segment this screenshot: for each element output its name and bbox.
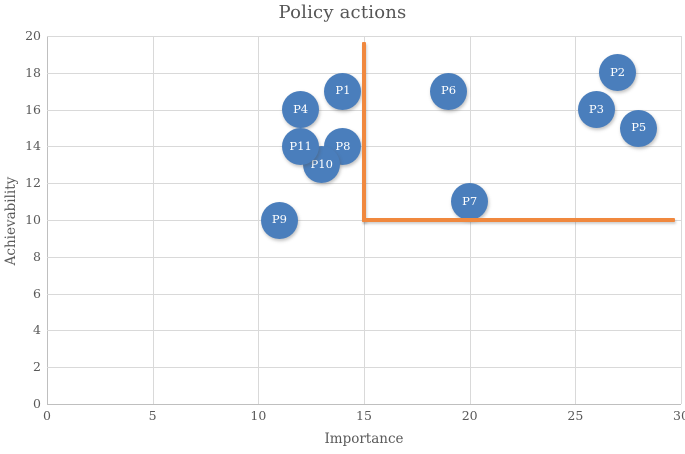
bubble-label-P3: P3 (588, 101, 604, 116)
x-tick-label-25: 25 (567, 408, 584, 423)
y-tick-label-10: 10 (25, 212, 41, 227)
y-tick-label-8: 8 (33, 248, 41, 264)
bubble-P2: P2 (599, 54, 637, 92)
bubble-P5: P5 (620, 109, 658, 147)
x-tick-label-0: 0 (43, 408, 51, 423)
bubble-P11: P11 (282, 127, 320, 165)
bubble-label-P4: P4 (293, 101, 309, 116)
x-tick-label-5: 5 (148, 408, 157, 423)
plot-area: P1 P2 P3 P4 P5 P6 P7 P8 P9 P10 P11 (47, 36, 682, 405)
chart-title: Policy actions (278, 2, 407, 23)
bubble-label-P2: P2 (610, 65, 626, 80)
y-tick-label-18: 18 (25, 64, 41, 80)
y-tick-label-12: 12 (25, 175, 41, 191)
y-tick-label-2: 2 (33, 359, 41, 375)
x-axis-line (47, 404, 681, 405)
bubble-P10: P10 (303, 146, 341, 184)
v-gridline-30 (681, 36, 682, 404)
y-tick-label-4: 4 (33, 322, 41, 338)
x-axis-title: Importance (324, 431, 404, 447)
bubble-label-P7: P7 (462, 193, 478, 208)
bubble-label-P11: P11 (289, 138, 312, 153)
bubble-label-P5: P5 (631, 120, 647, 135)
bubble-label-P6: P6 (441, 83, 457, 98)
bubble-label-P1: P1 (335, 83, 351, 98)
y-tick-label-6: 6 (33, 285, 41, 301)
bubble-P4: P4 (282, 91, 320, 129)
bubble-P1: P1 (324, 72, 362, 110)
bubble-P3: P3 (577, 91, 615, 129)
bubble-label-P10: P10 (310, 157, 333, 172)
bubble-label-P8: P8 (335, 138, 351, 153)
bubble-P9: P9 (260, 201, 298, 239)
bubble-P6: P6 (430, 72, 468, 110)
y-tick-label-16: 16 (25, 101, 41, 117)
bubble-label-P9: P9 (271, 212, 287, 227)
y-tick-label-0: 0 (33, 396, 41, 411)
x-tick-label-30: 30 (673, 408, 685, 423)
bubble-P7: P7 (451, 183, 489, 221)
y-tick-label-14: 14 (25, 138, 41, 154)
quadrant-horizontal-line (362, 218, 675, 222)
v-gridline-5 (152, 36, 154, 404)
quadrant-vertical-line (362, 41, 366, 222)
y-tick-label-20: 20 (25, 28, 41, 43)
x-tick-label-10: 10 (250, 408, 267, 423)
v-gridline-10 (258, 36, 260, 404)
x-tick-label-15: 15 (356, 408, 372, 423)
x-tick-label-20: 20 (461, 408, 478, 423)
